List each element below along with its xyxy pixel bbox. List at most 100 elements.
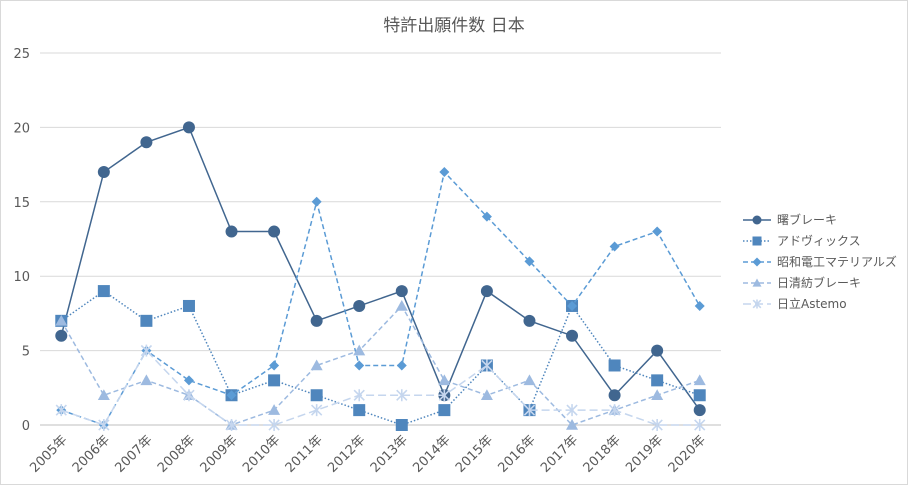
data-point <box>481 359 493 372</box>
data-point <box>269 360 280 371</box>
data-point <box>480 389 493 401</box>
x-tick-label: 2017年 <box>538 433 581 476</box>
data-point <box>609 241 620 252</box>
data-point <box>140 344 153 357</box>
data-point <box>693 404 706 417</box>
grid-lines <box>40 52 721 426</box>
data-point <box>354 360 365 371</box>
legend-label: 曙ブレーキ <box>777 212 837 227</box>
data-point <box>55 404 67 417</box>
data-point <box>98 419 110 431</box>
data-point <box>395 299 408 311</box>
x-tick-label: 2016年 <box>496 433 539 476</box>
legend-item: アドヴィックス <box>743 233 861 248</box>
data-point <box>438 374 451 386</box>
data-point <box>566 329 579 342</box>
data-point <box>608 359 621 372</box>
y-axis: 0 5 10 15 20 25 <box>13 47 30 434</box>
x-tick-label: 2009年 <box>198 433 241 476</box>
data-point <box>396 389 408 402</box>
data-point <box>439 167 450 178</box>
data-point <box>395 419 408 431</box>
data-point <box>225 225 238 238</box>
data-point <box>140 314 153 327</box>
data-point <box>608 404 621 417</box>
data-point <box>226 390 237 401</box>
data-point <box>268 419 280 431</box>
data-point <box>651 374 664 387</box>
data-point <box>651 419 663 431</box>
data-point <box>693 389 706 402</box>
data-point <box>183 389 195 402</box>
data-point <box>268 374 281 387</box>
data-point <box>310 389 323 402</box>
data-point <box>651 389 664 401</box>
data-point <box>567 300 578 311</box>
series-line <box>60 290 700 426</box>
data-point <box>396 360 407 371</box>
x-tick-label: 2005年 <box>27 433 70 476</box>
legend-item: 日立Astemo <box>743 296 847 311</box>
y-tick-label: 0 <box>22 419 30 434</box>
data-point <box>566 404 578 417</box>
y-tick-label: 25 <box>13 47 30 62</box>
data-point <box>608 389 621 402</box>
legend-label: 日立Astemo <box>777 296 847 311</box>
data-point <box>752 299 762 309</box>
data-point <box>140 136 153 149</box>
y-tick-label: 5 <box>22 345 30 360</box>
legend-label: 日清紡ブレーキ <box>777 275 861 290</box>
series-line <box>60 126 701 411</box>
legend-item: 昭和電工マテリアルズ <box>743 254 897 269</box>
x-tick-label: 2015年 <box>453 433 496 476</box>
y-tick-label: 15 <box>13 196 30 211</box>
x-tick-label: 2014年 <box>410 433 453 476</box>
data-point <box>353 299 366 312</box>
y-tick-label: 20 <box>13 121 30 136</box>
data-point <box>268 225 281 238</box>
legend-item: 日清紡ブレーキ <box>743 275 861 290</box>
data-point <box>97 389 110 401</box>
data-point <box>310 359 323 371</box>
data-point <box>694 419 706 431</box>
x-tick-label: 2018年 <box>581 433 624 476</box>
y-tick-label: 10 <box>13 270 30 285</box>
x-tick-label: 2011年 <box>283 433 326 476</box>
data-point <box>97 166 110 179</box>
x-tick-label: 2019年 <box>623 433 666 476</box>
legend-label: 昭和電工マテリアルズ <box>777 254 897 269</box>
series-line <box>61 349 700 426</box>
data-point <box>523 404 536 417</box>
data-point <box>524 256 535 267</box>
data-point <box>97 285 110 298</box>
data-point <box>652 226 663 237</box>
legend-label: アドヴィックス <box>777 233 861 248</box>
data-point <box>55 314 68 326</box>
data-point <box>651 344 664 357</box>
data-point <box>752 215 762 225</box>
data-point <box>693 374 706 386</box>
x-tick-label: 2007年 <box>112 433 155 476</box>
data-point <box>353 404 366 417</box>
data-point <box>523 374 536 386</box>
series-line <box>61 170 701 426</box>
data-point <box>752 257 762 267</box>
data-point <box>752 236 762 246</box>
x-tick-label: 2020年 <box>666 433 709 476</box>
data-point <box>481 211 492 222</box>
x-axis: 2005年 2006年 2007年 2008年 2009年 2010年 2011年 2012年… <box>27 433 709 476</box>
data-point <box>694 300 705 311</box>
data-point <box>438 389 451 402</box>
data-point <box>182 299 195 312</box>
data-point <box>140 374 153 386</box>
data-point <box>182 121 195 134</box>
data-point <box>353 344 366 356</box>
data-point <box>183 375 194 386</box>
plot-area <box>55 121 706 431</box>
series-line <box>60 304 700 426</box>
x-tick-label: 2010年 <box>240 433 283 476</box>
data-point <box>310 314 323 327</box>
